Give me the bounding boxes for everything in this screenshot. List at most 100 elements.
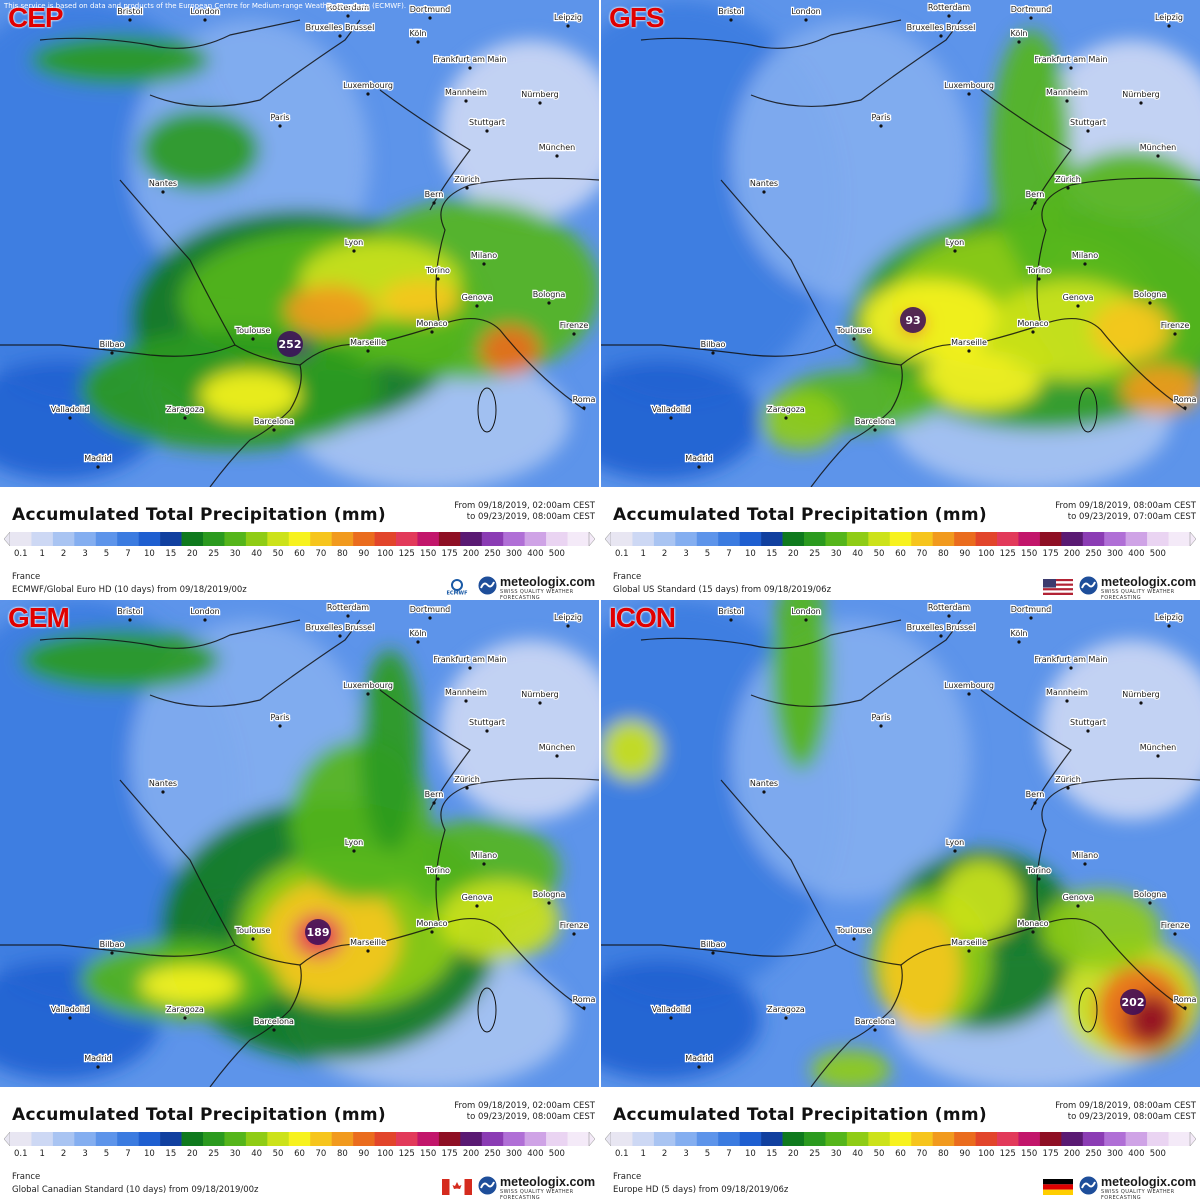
city-marker [366, 92, 370, 96]
colorbar-tick-label: 300 [505, 1149, 523, 1159]
city-marker [1066, 786, 1070, 790]
precipitation-area [360, 650, 420, 850]
colorbar-swatch [117, 1132, 139, 1146]
colorbar-tick-label: 10 [744, 549, 756, 559]
city-label: Mannheim [1046, 88, 1088, 97]
forecast-panel-gem: Bristol London Rotterdam Dortmund Leipzig Bru… [0, 600, 599, 1200]
border-line [435, 777, 599, 926]
city-label: Roma [1174, 395, 1197, 404]
city-marker [939, 634, 943, 638]
max-value-label: 252 [279, 338, 302, 351]
colorbar-tick-label: 7 [125, 1149, 131, 1159]
colorbar-tick-label: 80 [336, 1149, 348, 1159]
colorbar-tick-label: 90 [358, 1149, 370, 1159]
city-marker [1148, 301, 1152, 305]
city-marker [762, 190, 766, 194]
city-label: Bristol [117, 607, 142, 616]
city-marker [366, 692, 370, 696]
city-marker [1167, 24, 1171, 28]
city-label: Toulouse [235, 926, 271, 935]
colorbar-tick-label: 40 [251, 1149, 263, 1159]
border-line [209, 964, 302, 1087]
city-marker [352, 849, 356, 853]
border-line [750, 619, 962, 708]
city-label: Nürnberg [1122, 690, 1160, 699]
border-line [119, 179, 301, 366]
colorbar-swatch [481, 532, 504, 546]
model-label: GFS [609, 2, 665, 33]
city-marker [1029, 616, 1033, 620]
city-marker [967, 949, 971, 953]
city-marker [110, 951, 114, 955]
city-marker [1066, 186, 1070, 190]
colorbar-swatch [310, 532, 332, 546]
city-label: Zürich [1055, 175, 1081, 184]
city-marker [468, 66, 472, 70]
border-line [601, 944, 837, 957]
colorbar-swatch [52, 532, 75, 546]
city-marker [1173, 932, 1177, 936]
city-label: Roma [573, 395, 596, 404]
colorbar-ticks: 0.1 1 2 3 5 7 10 15 20 25 30 40 50 60 70 80 90 100 125 150 1… [605, 1149, 1196, 1161]
forecast-period: From 09/18/2019, 02:00am CEST to 09/23/20… [454, 1101, 595, 1123]
colorbar-swatch [1082, 1132, 1105, 1146]
period-start: From 09/18/2019, 08:00am CEST [1055, 1101, 1196, 1111]
city-label: Lyon [345, 238, 363, 247]
forecast-period: From 09/18/2019, 08:00am CEST to 09/23/20… [1055, 501, 1196, 523]
colorbar-tick-label: 30 [229, 549, 241, 559]
city-label: London [190, 7, 219, 16]
meteologix-brand[interactable]: meteologix.com SWISS QUALITY WEATHER FORE… [478, 1175, 596, 1200]
city-label: Bilbao [701, 340, 726, 349]
colorbar-tick-label: 25 [208, 1149, 220, 1159]
region-label: France [12, 1172, 41, 1182]
colorbar-tick-label: 3 [683, 549, 689, 559]
colorbar-tick-label: 10 [143, 1149, 155, 1159]
city-marker [967, 692, 971, 696]
forecast-period: From 09/18/2019, 02:00am CEST to 09/23/20… [454, 501, 595, 523]
forecast-period: From 09/18/2019, 08:00am CEST to 09/23/20… [1055, 1101, 1196, 1123]
meteologix-brand[interactable]: meteologix.com SWISS QUALITY WEATHER FORE… [1079, 1175, 1197, 1200]
colorbar-tick-label: 20 [186, 1149, 198, 1159]
colorbar-tick-label: 2 [60, 1149, 67, 1159]
city-label: Leipzig [554, 13, 582, 22]
city-label: Torino [1026, 866, 1051, 875]
city-marker [128, 618, 132, 622]
city-label: Frankfurt am Main [1034, 55, 1107, 64]
model-description: Europe HD (5 days) from 09/18/2019/06z [613, 1185, 789, 1195]
colorbar-tick-label: 50 [873, 549, 885, 559]
precipitation-map: Bristol London Rotterdam Dortmund Leipzig Bru… [0, 600, 599, 1087]
meteologix-brand[interactable]: meteologix.com SWISS QUALITY WEATHER FORE… [478, 575, 596, 600]
period-start: From 09/18/2019, 02:00am CEST [454, 501, 595, 511]
colorbar-tick-label: 300 [1106, 549, 1124, 559]
city-label: Mannheim [445, 88, 487, 97]
colorbar-swatch [353, 1132, 375, 1146]
legend-title: Accumulated Total Precipitation (mm) [12, 1105, 386, 1125]
island-outline [1078, 987, 1098, 1033]
city-label: Roma [573, 995, 596, 1004]
city-label: Barcelona [254, 417, 294, 426]
city-label: Stuttgart [469, 118, 505, 127]
meteologix-logo-icon [1079, 576, 1098, 595]
colorbar-swatch [1061, 532, 1084, 546]
city-marker [1037, 277, 1041, 281]
colorbar-swatch [675, 532, 698, 546]
city-marker [555, 154, 559, 158]
meteologix-brand[interactable]: meteologix.com SWISS QUALITY WEATHER FORE… [1079, 575, 1197, 600]
colorbar-tick-label: 1 [640, 549, 646, 559]
city-marker [566, 624, 570, 628]
city-label: Zaragoza [767, 1005, 805, 1014]
colorbar-swatch [997, 1132, 1019, 1146]
city-label: Toulouse [235, 326, 271, 335]
city-label: Valladolid [51, 1005, 90, 1014]
city-label: Torino [1026, 266, 1051, 275]
city-label: Paris [270, 713, 289, 722]
colorbar-swatch [804, 1132, 826, 1146]
colorbar-tick-label: 125 [999, 1149, 1016, 1159]
colorbar-swatch [653, 532, 676, 546]
colorbar-swatch [632, 532, 655, 546]
colorbar-tick-label: 100 [377, 549, 394, 559]
city-label: Zürich [454, 775, 480, 784]
colorbar-tick-label: 30 [229, 1149, 241, 1159]
colorbar-tick-label: 1 [640, 1149, 646, 1159]
period-end: to 09/23/2019, 08:00am CEST [466, 1112, 595, 1122]
